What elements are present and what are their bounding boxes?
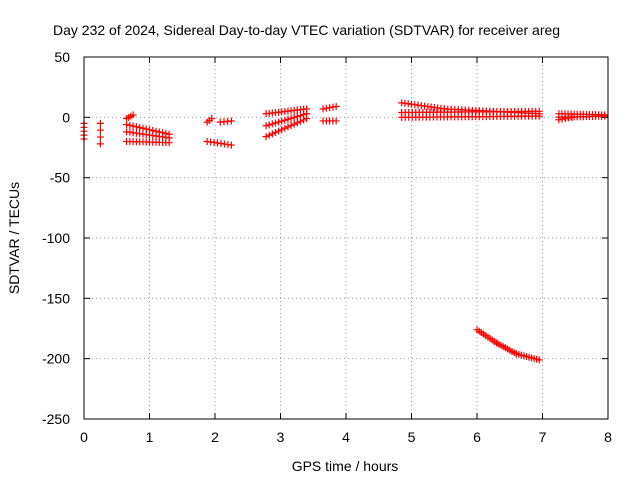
- data-point: [96, 126, 104, 134]
- data-point: [568, 113, 576, 121]
- data-point: [281, 116, 289, 124]
- data-point: [227, 141, 235, 149]
- data-point: [165, 139, 173, 147]
- x-tick-label: 4: [342, 429, 350, 445]
- data-point: [268, 130, 276, 138]
- data-point: [129, 122, 137, 130]
- x-tick-label: 5: [408, 429, 416, 445]
- data-point: [129, 111, 137, 119]
- data-point: [287, 114, 295, 122]
- data-point: [558, 115, 566, 123]
- data-point: [136, 124, 144, 132]
- data-point: [287, 122, 295, 130]
- data-point: [565, 114, 573, 122]
- data-points: [80, 99, 609, 364]
- x-tick-label: 1: [146, 429, 154, 445]
- data-point: [281, 124, 289, 132]
- y-tick-labels: -250 -200 -150 -100 -50 0 50: [42, 49, 70, 427]
- data-point: [275, 127, 283, 135]
- data-point: [96, 140, 104, 148]
- x-tick-label: 0: [80, 429, 88, 445]
- grid-lines: [84, 57, 608, 419]
- data-point: [535, 112, 543, 120]
- data-point: [265, 131, 273, 139]
- data-point: [271, 128, 279, 136]
- data-point: [601, 112, 609, 120]
- data-point: [262, 122, 270, 130]
- x-tick-label: 7: [539, 429, 547, 445]
- data-point: [96, 119, 104, 127]
- data-point: [296, 117, 304, 125]
- data-point: [278, 117, 286, 125]
- data-point: [139, 124, 147, 132]
- data-point: [284, 115, 292, 123]
- data-point: [326, 104, 334, 112]
- data-point: [300, 116, 308, 124]
- data-point: [293, 112, 301, 120]
- plot-frame: [83, 56, 609, 420]
- data-point: [262, 133, 270, 141]
- x-tick-label: 8: [604, 429, 612, 445]
- data-point: [293, 119, 301, 127]
- data-point: [290, 120, 298, 128]
- y-axis-label: SDTVAR / TECUs: [6, 182, 22, 294]
- data-point: [126, 121, 134, 129]
- data-point: [227, 117, 235, 125]
- data-point: [319, 105, 327, 113]
- y-tick-label: -100: [42, 230, 70, 246]
- x-tick-label: 2: [211, 429, 219, 445]
- y-tick-label: -200: [42, 351, 70, 367]
- x-tick-labels: 0 1 2 3 4 5 6 7 8: [80, 429, 612, 445]
- data-point: [332, 117, 340, 125]
- x-tick-label: 3: [277, 429, 285, 445]
- data-point: [322, 104, 330, 112]
- y-tick-label: 50: [54, 49, 70, 65]
- data-point: [208, 115, 216, 123]
- x-tick-label: 6: [473, 429, 481, 445]
- data-point: [284, 123, 292, 131]
- data-point: [329, 103, 337, 111]
- y-tick-label: -150: [42, 290, 70, 306]
- data-point: [268, 120, 276, 128]
- data-point: [265, 121, 273, 129]
- data-point: [535, 356, 543, 364]
- data-point: [278, 126, 286, 134]
- data-point: [555, 116, 563, 124]
- data-point: [561, 115, 569, 123]
- y-tick-label: -250: [42, 411, 70, 427]
- data-point: [303, 115, 311, 123]
- y-tick-label: -50: [50, 170, 70, 186]
- x-axis-label: GPS time / hours: [292, 458, 399, 474]
- data-point: [332, 102, 340, 110]
- data-point: [132, 123, 140, 131]
- data-point: [271, 119, 279, 127]
- data-point: [123, 121, 131, 129]
- data-point: [290, 113, 298, 121]
- chart-title: Day 232 of 2024, Sidereal Day-to-day VTE…: [53, 22, 560, 38]
- data-point: [96, 133, 104, 141]
- y-tick-label: 0: [62, 109, 70, 125]
- data-point: [275, 118, 283, 126]
